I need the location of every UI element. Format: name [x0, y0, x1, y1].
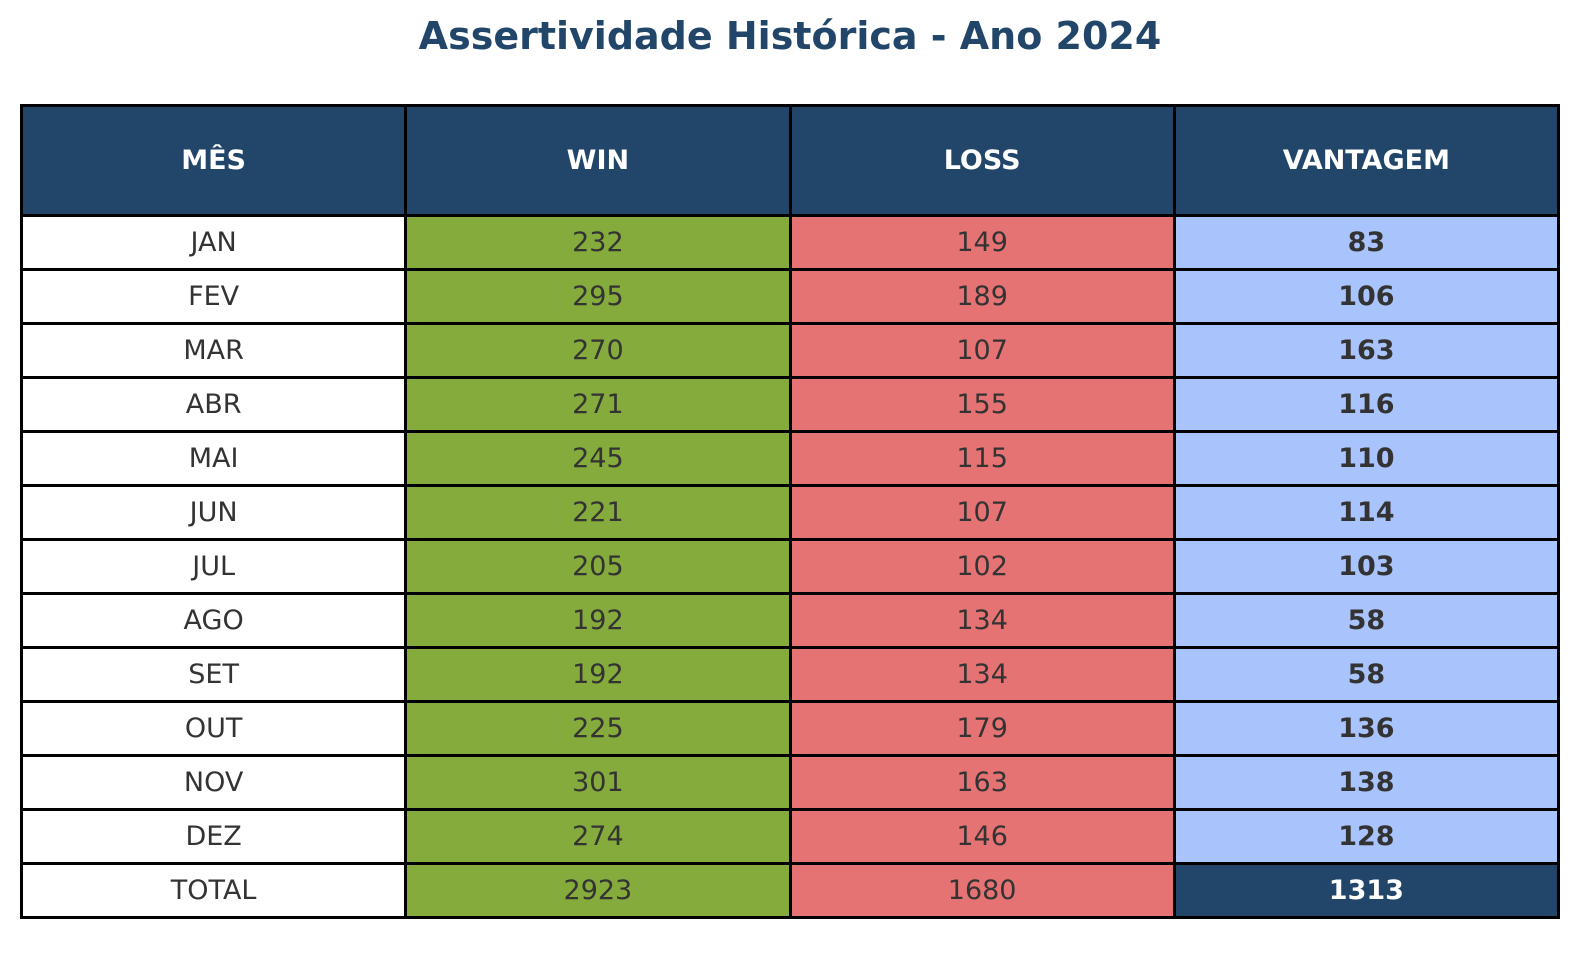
cell-loss: 155: [788, 376, 1176, 433]
cell-mes: FEV: [19, 268, 408, 325]
table-row: FEV 295 189 106: [19, 268, 1561, 325]
cell-mes: NOV: [19, 754, 408, 811]
cell-vantagem: 83: [1172, 214, 1561, 271]
table-row: AGO 192 134 58: [19, 592, 1561, 649]
cell-vantagem: 114: [1172, 484, 1561, 541]
cell-win: 271: [404, 376, 792, 433]
table-row: MAI 245 115 110: [19, 430, 1561, 487]
total-cell-win: 2923: [404, 862, 792, 919]
table-row: JUL 205 102 103: [19, 538, 1561, 595]
header-win: WIN: [404, 104, 792, 217]
cell-win: 274: [404, 808, 792, 865]
table-row: DEZ 274 146 128: [19, 808, 1561, 865]
cell-vantagem: 106: [1172, 268, 1561, 325]
cell-mes: DEZ: [19, 808, 408, 865]
cell-loss: 107: [788, 322, 1176, 379]
cell-win: 192: [404, 592, 792, 649]
cell-vantagem: 138: [1172, 754, 1561, 811]
cell-win: 270: [404, 322, 792, 379]
total-cell-vantagem: 1313: [1172, 862, 1561, 919]
total-cell-mes: TOTAL: [19, 862, 408, 919]
cell-loss: 102: [788, 538, 1176, 595]
cell-vantagem: 58: [1172, 646, 1561, 703]
cell-win: 301: [404, 754, 792, 811]
table-row: SET 192 134 58: [19, 646, 1561, 703]
cell-win: 225: [404, 700, 792, 757]
cell-win: 205: [404, 538, 792, 595]
cell-vantagem: 128: [1172, 808, 1561, 865]
cell-mes: JAN: [19, 214, 408, 271]
cell-loss: 146: [788, 808, 1176, 865]
table-row: MAR 270 107 163: [19, 322, 1561, 379]
cell-vantagem: 58: [1172, 592, 1561, 649]
cell-mes: JUN: [19, 484, 408, 541]
assertividade-table: MÊS WIN LOSS VANTAGEM JAN 232 149 83 FEV 295 1…: [19, 104, 1561, 919]
table-body: JAN 232 149 83 FEV 295 189 106 MAR 270 107 163 ABR 27…: [19, 214, 1561, 919]
table-row: ABR 271 155 116: [19, 376, 1561, 433]
cell-loss: 107: [788, 484, 1176, 541]
cell-win: 221: [404, 484, 792, 541]
table-row: JUN 221 107 114: [19, 484, 1561, 541]
cell-loss: 115: [788, 430, 1176, 487]
cell-mes: SET: [19, 646, 408, 703]
cell-loss: 134: [788, 592, 1176, 649]
table-row: OUT 225 179 136: [19, 700, 1561, 757]
table-row: JAN 232 149 83: [19, 214, 1561, 271]
cell-mes: ABR: [19, 376, 408, 433]
cell-vantagem: 136: [1172, 700, 1561, 757]
cell-win: 192: [404, 646, 792, 703]
table-row: NOV 301 163 138: [19, 754, 1561, 811]
cell-vantagem: 110: [1172, 430, 1561, 487]
cell-loss: 163: [788, 754, 1176, 811]
cell-loss: 149: [788, 214, 1176, 271]
cell-vantagem: 163: [1172, 322, 1561, 379]
total-cell-loss: 1680: [788, 862, 1176, 919]
header-vantagem: VANTAGEM: [1172, 104, 1561, 217]
cell-mes: MAI: [19, 430, 408, 487]
cell-win: 232: [404, 214, 792, 271]
total-row: TOTAL 2923 1680 1313: [19, 862, 1561, 919]
header-row: MÊS WIN LOSS VANTAGEM: [19, 104, 1561, 217]
cell-loss: 189: [788, 268, 1176, 325]
cell-mes: AGO: [19, 592, 408, 649]
cell-mes: MAR: [19, 322, 408, 379]
cell-win: 245: [404, 430, 792, 487]
cell-win: 295: [404, 268, 792, 325]
header-loss: LOSS: [788, 104, 1176, 217]
cell-vantagem: 103: [1172, 538, 1561, 595]
cell-mes: JUL: [19, 538, 408, 595]
cell-mes: OUT: [19, 700, 408, 757]
chart-title: Assertividade Histórica - Ano 2024: [418, 14, 1162, 58]
header-mes: MÊS: [19, 104, 408, 217]
cell-vantagem: 116: [1172, 376, 1561, 433]
cell-loss: 134: [788, 646, 1176, 703]
cell-loss: 179: [788, 700, 1176, 757]
